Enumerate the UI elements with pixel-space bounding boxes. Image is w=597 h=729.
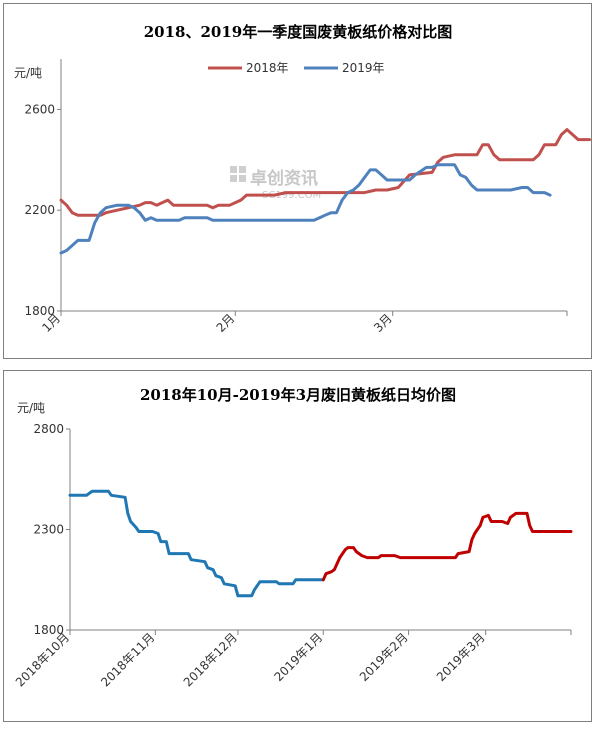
legend-label-2019: 2019年	[342, 61, 385, 75]
chart-panel-1: 2018、2019年一季度国废黄板纸价格对比图 元/吨 2018年 2019年 …	[3, 3, 592, 359]
chart-2-ylabel: 元/吨	[17, 401, 45, 415]
chart-1-ylabel: 元/吨	[14, 66, 42, 80]
series-line-segment-1	[68, 489, 325, 598]
chart-2-svg: 2018年10月-2019年3月废旧黄板纸日均价图 元/吨 1800 2300 28…	[13, 386, 573, 689]
x-tick-label: 2019年3月	[434, 630, 488, 684]
series-line-2018年	[59, 128, 591, 217]
x-tick-label: 2018年10月	[13, 630, 72, 689]
x-tick-label: 2月	[214, 311, 238, 335]
x-tick-label: 2019年2月	[357, 630, 411, 684]
chart-1-svg: 2018、2019年一季度国废黄板纸价格对比图 元/吨 2018年 2019年 …	[14, 23, 591, 335]
chart-2-title: 2018年10月-2019年3月废旧黄板纸日均价图	[140, 386, 456, 404]
watermark-sub: SC199.COM	[262, 190, 321, 201]
x-tick-label: 2019年1月	[272, 630, 326, 684]
y-tick-label: 2300	[33, 523, 64, 537]
legend-label-2018: 2018年	[246, 61, 289, 75]
x-tick-label: 2018年12月	[181, 630, 240, 689]
watermark-logo-icon-part	[230, 175, 237, 182]
watermark: 卓创资讯 SC199.COM	[230, 166, 321, 201]
chart-1-legend: 2018年 2019年	[208, 61, 385, 75]
watermark-logo-icon-part	[239, 175, 246, 182]
series-line-segment-2	[321, 511, 573, 582]
chart-1-title: 2018、2019年一季度国废黄板纸价格对比图	[144, 23, 453, 41]
watermark-logo-icon	[230, 166, 237, 173]
y-tick-label: 2200	[24, 203, 55, 217]
chart-panel-2: 2018年10月-2019年3月废旧黄板纸日均价图 元/吨 1800 2300 28…	[3, 370, 592, 722]
y-tick-label: 1800	[33, 623, 64, 637]
y-tick-label: 2600	[24, 102, 55, 116]
y-tick-label: 2800	[33, 422, 64, 436]
x-tick-label: 3月	[371, 311, 395, 335]
series-line-2019年	[59, 163, 552, 255]
watermark-logo-icon-part	[239, 166, 246, 173]
watermark-text: 卓创资讯	[250, 168, 318, 189]
x-tick-label: 2018年11月	[98, 630, 157, 689]
y-tick-label: 1800	[24, 304, 55, 318]
